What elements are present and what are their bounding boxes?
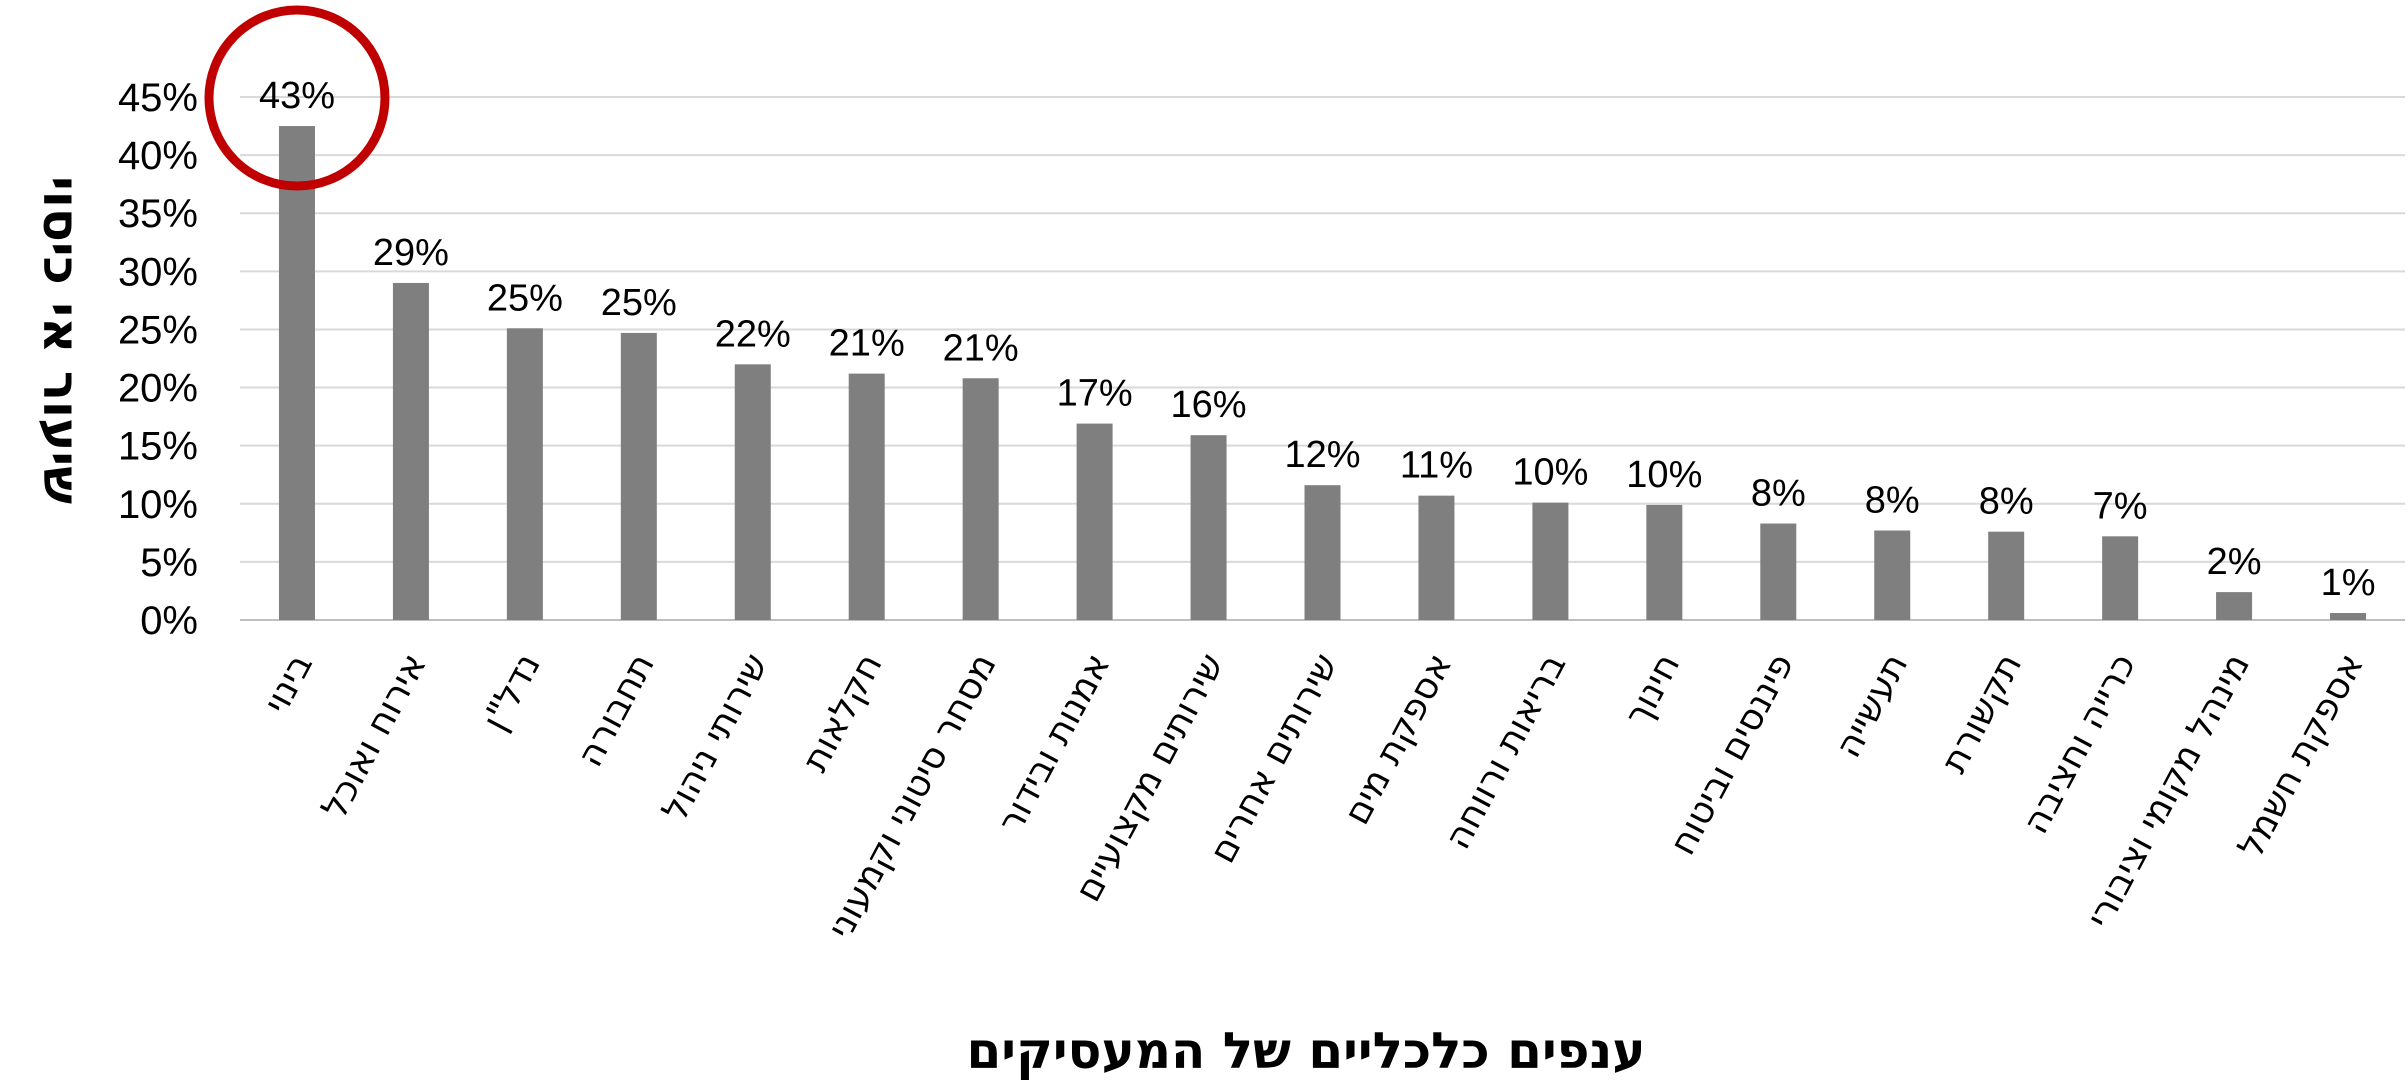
data-label: 10% — [1512, 452, 1588, 494]
bar — [1646, 504, 1683, 620]
bar — [1532, 502, 1569, 620]
bar — [1304, 485, 1341, 620]
bars — [278, 126, 2367, 621]
bar — [1760, 523, 1797, 620]
bar — [2330, 613, 2367, 620]
bar — [734, 364, 771, 620]
category-label: שירותי ניהול — [655, 647, 777, 828]
data-labels: 43% 29% 25% 25% 22% 21% 21% 17% 16% 12% 11% 10% 10% 8… — [259, 75, 2376, 604]
category-label: כרייה וחציבה — [2015, 647, 2144, 841]
y-tick-label: 5% — [140, 541, 198, 585]
data-label: 12% — [1284, 434, 1360, 476]
bar — [2216, 592, 2253, 620]
x-axis-title: ענפים כלכליים של המעסיקים — [966, 1022, 1645, 1080]
category-label: בריאות ורווחה — [1437, 647, 1574, 856]
data-label: 1% — [2321, 562, 2376, 604]
data-label: 7% — [2093, 485, 2148, 527]
data-label: 11% — [1400, 445, 1473, 487]
bar — [1874, 530, 1911, 620]
bar — [1076, 423, 1113, 620]
data-label: 22% — [715, 313, 791, 355]
data-label: 43% — [259, 75, 335, 117]
category-label: נדל"ן — [475, 647, 549, 738]
bar — [962, 378, 999, 620]
data-label: 21% — [943, 327, 1019, 369]
bar — [1988, 531, 2025, 620]
highlight-layer — [204, 5, 390, 191]
category-label: חקלאות — [795, 647, 891, 778]
y-axis-title: שיעור אי כיסוי — [32, 176, 90, 504]
y-tick-label: 15% — [118, 425, 198, 469]
y-tick-label: 40% — [118, 134, 198, 178]
highlight-circle — [204, 5, 390, 191]
data-label: 17% — [1057, 373, 1133, 415]
category-label: פיננסים וביטוח — [1662, 647, 1802, 862]
y-tick-label: 0% — [140, 599, 198, 643]
bar — [506, 328, 543, 620]
bar — [392, 282, 429, 620]
bar — [1418, 495, 1455, 620]
data-label: 25% — [487, 277, 563, 319]
category-label: אספקת מים — [1336, 647, 1460, 831]
data-label: 2% — [2207, 541, 2262, 583]
bar — [278, 126, 315, 621]
category-label: אמנות ובידור — [990, 647, 1118, 840]
data-label: 8% — [1979, 481, 2034, 523]
data-label: 10% — [1626, 454, 1702, 496]
category-label: תעשייה — [1828, 647, 1916, 765]
data-label: 8% — [1865, 480, 1920, 522]
category-label: תחבורה — [569, 647, 662, 774]
data-label: 16% — [1171, 384, 1247, 426]
y-tick-label: 45% — [118, 76, 198, 120]
data-label: 8% — [1751, 473, 1806, 515]
gridlines — [240, 96, 2405, 621]
y-tick-label: 10% — [118, 483, 198, 527]
category-label: תקשורת — [1934, 647, 2031, 780]
y-tick-label: 30% — [118, 250, 198, 294]
y-tick-label: 20% — [118, 367, 198, 411]
bar — [620, 332, 657, 620]
category-label: בינוי — [256, 647, 321, 720]
y-tick-label: 25% — [118, 308, 198, 352]
bar — [848, 373, 885, 620]
category-label: אספקת חשמל — [2230, 647, 2372, 864]
category-label: אירוח ואוכל — [314, 647, 435, 826]
category-label: חינוך — [1617, 647, 1688, 733]
data-label: 25% — [601, 282, 677, 324]
y-axis-ticks: 0% 5% 10% 15% 20% 25% 30% 35% 40% 45% — [118, 76, 198, 643]
data-label: 21% — [829, 323, 905, 365]
y-tick-label: 35% — [118, 192, 198, 236]
bar — [1190, 435, 1227, 620]
data-label: 29% — [373, 232, 449, 274]
bar — [2102, 536, 2139, 620]
